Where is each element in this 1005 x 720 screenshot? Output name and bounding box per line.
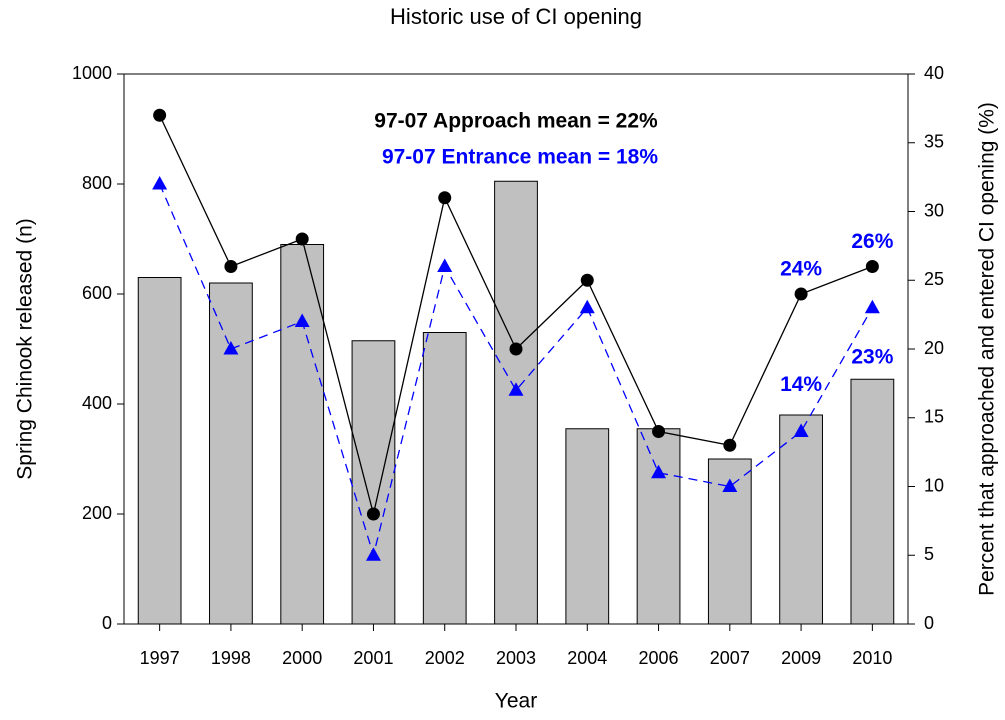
bar [280, 244, 325, 625]
x-tick-label: 2009 [781, 648, 821, 668]
y-tick-label: 400 [82, 393, 112, 413]
point [294, 313, 310, 327]
x-axis-label: Year [495, 690, 537, 713]
point [652, 425, 666, 438]
point [722, 478, 738, 492]
y-tick-label: 1000 [72, 63, 112, 83]
bar [494, 180, 538, 625]
point [508, 382, 524, 396]
bar [636, 428, 681, 625]
data-label: 24% [780, 258, 822, 281]
data-label: 14% [780, 373, 822, 396]
y-tick-label: 600 [82, 283, 112, 303]
y-axis-label: Spring Chinook released (n) [14, 218, 37, 479]
point [651, 464, 667, 479]
bar [779, 414, 823, 625]
y-tick-label: 800 [82, 173, 112, 193]
bar [850, 378, 895, 625]
y2-axis-label: Percent that approached and entered CI o… [976, 102, 999, 596]
x-tick-label: 2007 [710, 648, 750, 668]
point [793, 423, 809, 437]
bar [422, 332, 467, 625]
x-tick-label: 1997 [140, 648, 180, 668]
point [365, 547, 381, 561]
y2-tick-label: 5 [924, 544, 934, 564]
x-tick-label: 2002 [425, 648, 465, 668]
point [794, 287, 808, 301]
point [509, 342, 523, 356]
point [580, 273, 594, 287]
point [864, 299, 880, 314]
point [152, 176, 168, 190]
x-tick-label: 2004 [567, 648, 607, 668]
x-tick-label: 2000 [282, 648, 322, 668]
bar [137, 277, 182, 625]
y2-tick-label: 30 [924, 200, 944, 220]
x-tick-label: 2001 [353, 648, 393, 668]
point [865, 260, 879, 273]
point [295, 232, 309, 246]
y-tick-label: 200 [82, 503, 112, 523]
point [366, 507, 380, 521]
chart-title: Historic use of CI opening [390, 4, 642, 29]
point [223, 341, 239, 355]
y2-tick-label: 10 [924, 475, 944, 495]
y-tick-label: 0 [102, 613, 112, 633]
y2-tick-label: 0 [924, 613, 934, 633]
y2-tick-label: 35 [924, 132, 944, 152]
x-tick-label: 1998 [211, 648, 251, 668]
annotation: 97-07 Entrance mean = 18% [382, 146, 658, 169]
x-tick-label: 2006 [639, 648, 679, 668]
y2-tick-label: 40 [924, 63, 944, 83]
point [438, 191, 452, 205]
annotation: 97-07 Approach mean = 22% [374, 110, 658, 133]
bar [351, 340, 396, 625]
x-tick-label: 2003 [496, 648, 536, 668]
point [723, 438, 737, 452]
bar [209, 282, 253, 625]
x-tick-label: 2010 [852, 648, 892, 668]
data-label: 26% [851, 230, 893, 253]
point [224, 260, 238, 273]
point [437, 258, 453, 272]
line [159, 183, 873, 558]
bar [565, 428, 610, 625]
y2-tick-label: 25 [924, 269, 944, 289]
point [579, 299, 595, 314]
point [153, 108, 167, 122]
data-label: 23% [851, 345, 893, 368]
y2-tick-label: 20 [924, 338, 944, 358]
y2-tick-label: 15 [924, 407, 944, 427]
